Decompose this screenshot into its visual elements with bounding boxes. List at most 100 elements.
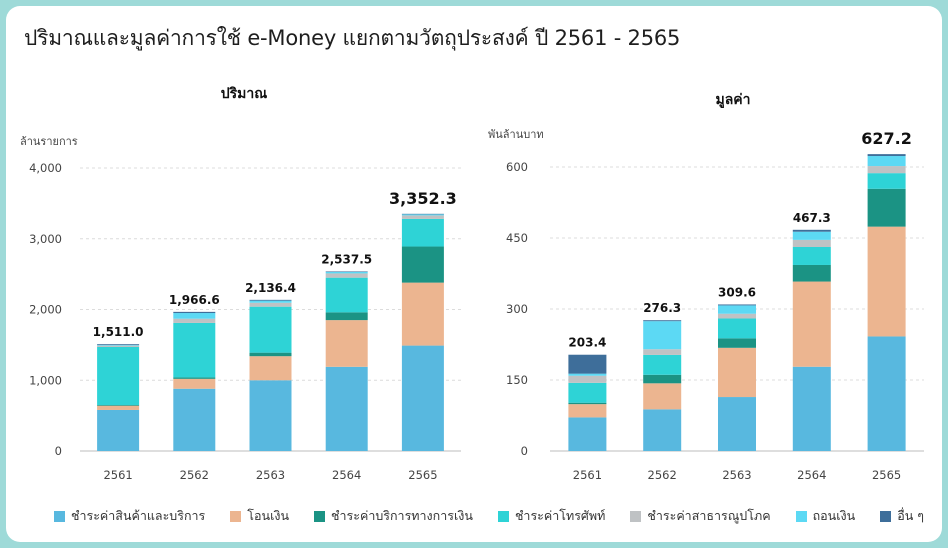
bar-segment [173,377,216,379]
bar-segment [249,300,292,303]
bar-segment [792,231,831,240]
page-title: ปริมาณและมูลค่าการใช้ e-Money แยกตามวัตถ… [24,26,681,50]
bar-segment [325,277,368,313]
bar-segment [718,338,756,348]
bar-segment [97,345,140,347]
chart-title: มูลค่า [715,92,750,108]
bar-segment [325,272,368,274]
total-label: 627.2 [861,129,912,148]
bar-segment [718,347,756,398]
chart-card: ปริมาณและมูลค่าการใช้ e-Money แยกตามวัตถ… [6,6,942,542]
bar-segment [718,304,756,306]
y-tick-label: 0 [521,444,528,458]
legend-item: ชำระค่าสาธารณูปโภค [630,506,771,526]
bar-segment [325,320,368,367]
value-chart: มูลค่าพันล้านบาท 0 150 300 450 600 203.4 2561 27… [488,92,924,482]
legend-label: ชำระค่าสาธารณูปโภค [647,508,771,523]
bar-segment [97,405,140,406]
bar-segment [643,349,682,355]
y-axis-label: ล้านรายการ [20,135,78,148]
bar-segment [867,166,906,174]
bar-segment [401,246,444,283]
bar-segment [401,282,444,346]
legend-swatch [497,510,509,522]
bar-segment [401,345,444,451]
bar-segment [173,388,216,451]
legend-item: อื่น ๆ [880,506,924,526]
y-tick-label: 3,000 [29,232,62,246]
y-tick-label: 1,000 [29,373,62,387]
bar-segment [792,229,831,232]
bar-segment [325,312,368,321]
y-tick-label: 300 [506,302,528,316]
bar-segment [643,374,682,384]
bar-segment [568,402,607,405]
legend-label: อื่น ๆ [897,508,924,523]
total-label: 203.4 [568,336,606,350]
x-tick-label: 2562 [648,468,677,482]
x-tick-label: 2564 [332,468,361,482]
y-tick-label: 4,000 [29,161,62,175]
bar-segment [97,344,140,345]
legend-item: ชำระค่าบริการทางการเงิน [314,506,473,526]
bar-segment [249,352,292,357]
y-axis-label: พันล้านบาท [488,128,544,141]
bar-segment [249,302,292,307]
bar-segment [867,188,906,227]
bar-segment [568,404,607,418]
legend-label: โอนเงิน [247,508,289,523]
bar-segment [867,336,906,451]
bar-segment [97,344,140,346]
bar-segment [401,215,444,219]
bar-segment [643,354,682,375]
bar-segment [568,354,607,374]
bar-segment [173,311,216,314]
y-tick-label: 600 [506,160,528,174]
bar-segment [568,382,607,403]
x-tick-label: 2561 [573,468,602,482]
bar-segment [568,373,607,376]
bar-segment [718,305,756,314]
legend-label: ชำระค่าบริการทางการเงิน [331,508,473,523]
y-tick-label: 450 [506,231,528,245]
bar-segment [867,156,906,167]
bar-segment [792,239,831,247]
bar-segment [97,409,140,451]
total-label: 467.3 [793,211,831,225]
y-tick-label: 150 [506,373,528,387]
bar-segment [325,273,368,278]
legend-item: โอนเงิน [230,506,289,526]
bar-segment [867,226,906,337]
total-label: 1,511.0 [93,325,144,339]
bar-segment [867,154,906,157]
bar-segment [718,397,756,451]
bar-segment [325,271,368,273]
bar-segment [97,405,140,410]
x-tick-label: 2564 [797,468,826,482]
bar-segment [643,383,682,410]
bar-segment [401,213,444,215]
total-label: 276.3 [643,301,681,315]
bar-segment [173,318,216,323]
bar-segment [792,264,831,282]
x-tick-label: 2565 [408,468,437,482]
bar-segment [792,246,831,265]
bar-segment [718,313,756,319]
total-label: 1,966.6 [169,293,220,307]
bar-segment [173,322,216,378]
bar-segment [568,417,607,451]
legend-item: ถอนเงิน [795,506,855,526]
bar-segment [249,356,292,381]
x-tick-label: 2563 [256,468,285,482]
legend-swatch [880,510,892,522]
total-label: 2,537.5 [321,252,372,266]
chart-legend: ชำระค่าสินค้าและบริการ โอนเงิน ชำระค่าบริก… [54,506,924,526]
bar-segment [792,281,831,367]
bar-segment [325,366,368,451]
total-label: 309.6 [718,285,756,299]
bar-segment [173,378,216,389]
bar-segment [643,321,682,350]
legend-swatch [230,510,242,522]
bar-segment [249,299,292,301]
